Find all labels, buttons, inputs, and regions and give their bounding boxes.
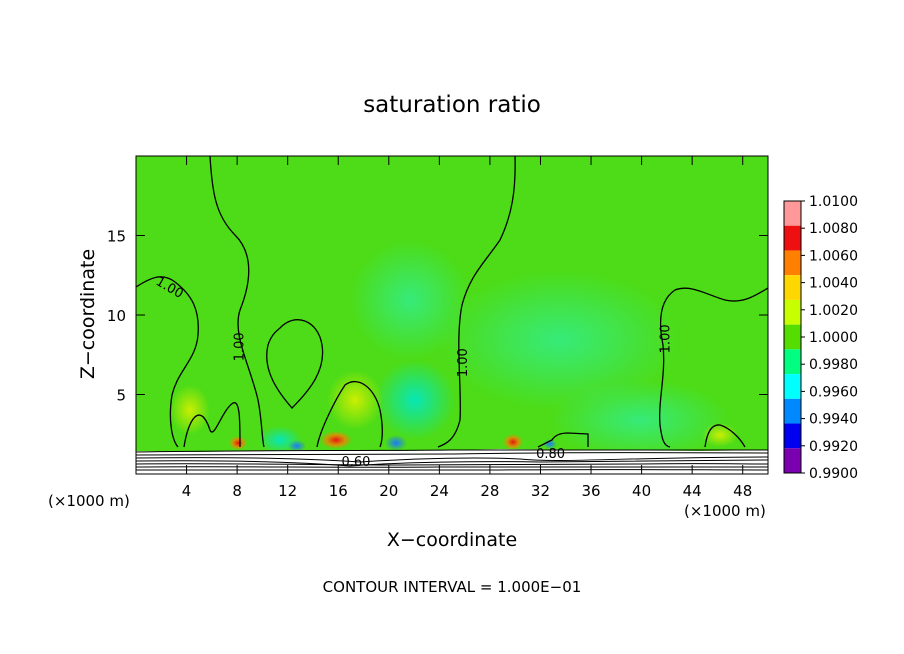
x-tick-label: 16	[329, 482, 348, 500]
plot-area: 1.001.001.001.000.600.80	[136, 156, 768, 474]
colorbar-swatch	[784, 275, 801, 300]
x-tick-label: 8	[232, 482, 242, 500]
colorbar: 1.0100 1.0080 1.0060 1.0040 1.0020 1.0000 0.99…	[783, 194, 858, 482]
colorbar-swatch	[784, 374, 801, 399]
colorbar-swatch	[784, 225, 801, 251]
colorbar-level-label: 0.9920	[809, 439, 858, 455]
contour-line-1.00	[183, 402, 241, 448]
field-shading	[170, 240, 738, 460]
colorbar-swatch	[784, 423, 801, 449]
field-yellow-patch	[170, 385, 210, 435]
field-light-patch	[440, 270, 680, 410]
x-tick-label: 12	[278, 482, 297, 500]
field-light-patch	[550, 380, 730, 460]
x-axis-label: X−coordinate	[387, 529, 517, 551]
colorbar-swatch	[784, 349, 801, 375]
colorbar-swatch	[784, 250, 801, 276]
colorbar-swatch	[784, 448, 801, 473]
surface-contour-line	[136, 463, 768, 466]
y-tick-labels: 5 10 15	[107, 228, 126, 405]
surface-contour-line	[136, 456, 768, 463]
contour-line-1.00	[537, 432, 589, 448]
contour-interval-note: CONTOUR INTERVAL = 1.000E−01	[323, 578, 582, 596]
colorbar-level-label: 1.0020	[809, 303, 858, 319]
x-tick-label: 28	[480, 482, 499, 500]
colorbar-swatch	[784, 324, 801, 350]
surface-contour-line	[136, 469, 768, 471]
surface-contour-line	[136, 449, 768, 453]
x-tick-label: 4	[182, 482, 192, 500]
contour-label: 1.00	[232, 332, 247, 361]
x-tick-label: 36	[581, 482, 600, 500]
chart-title: saturation ratio	[363, 92, 541, 118]
field-blue-patch	[385, 435, 407, 451]
contour-line-1.00	[316, 380, 383, 448]
surface-contour-line	[136, 459, 768, 467]
y-tick-label: 15	[107, 228, 126, 246]
y-tick-label: 10	[107, 307, 126, 325]
contour-line-1.00	[659, 287, 768, 448]
contour-line-1.00	[209, 156, 265, 448]
field-red-patch	[229, 436, 247, 450]
surface-contour-line	[136, 452, 768, 456]
unity-contours	[136, 156, 768, 448]
colorbar-swatch	[784, 398, 801, 424]
field-red-patch	[320, 431, 352, 449]
axis-ticks	[136, 156, 768, 474]
colorbar-level-label: 1.0080	[809, 221, 858, 237]
colorbar-level-label: 1.0000	[809, 330, 858, 346]
x-tick-label: 20	[379, 482, 398, 500]
colorbar-level-label: 1.0040	[809, 276, 858, 292]
colorbar-level-label: 0.9900	[809, 466, 858, 482]
x-tick-label: 48	[733, 482, 752, 500]
contour-line-1.00	[136, 276, 199, 448]
field-red-patch	[503, 434, 523, 450]
colorbar-level-label: 1.0100	[809, 194, 858, 210]
contour-line-1.00	[704, 424, 746, 448]
colorbar-level-label: 0.9960	[809, 384, 858, 400]
contour-line-1.00	[266, 319, 324, 409]
field-yellow-patch	[327, 370, 383, 430]
x-tick-label: 32	[531, 482, 550, 500]
field-blue-patch	[288, 440, 306, 452]
field-blue-patch	[543, 439, 557, 449]
x-tick-labels: 4 8 12 16 20 24 28 32 36 40 44 48	[182, 482, 752, 500]
surface-contour-line	[136, 466, 768, 468]
contour-line-1.00	[437, 156, 516, 448]
x-unit-label-left: (×1000 m)	[48, 492, 130, 510]
colorbar-level-label: 0.9980	[809, 357, 858, 373]
x-unit-label-right: (×1000 m)	[684, 502, 766, 520]
y-tick-label: 5	[116, 387, 126, 405]
contour-label: 0.60	[341, 455, 370, 470]
x-tick-label: 24	[430, 482, 449, 500]
x-tick-label: 44	[683, 482, 702, 500]
colorbar-swatch	[784, 299, 801, 325]
x-tick-label: 40	[632, 482, 651, 500]
field-cyan-patch	[375, 360, 455, 440]
colorbar-level-label: 1.0060	[809, 248, 858, 264]
contour-label: 1.00	[658, 324, 673, 353]
field-light-patch	[350, 240, 470, 360]
colorbar-swatch	[784, 201, 801, 226]
contour-label: 1.00	[456, 348, 471, 377]
colorbar-level-label: 0.9940	[809, 412, 858, 428]
contour-label: 0.80	[536, 447, 565, 462]
y-axis-label: Z−coordinate	[77, 249, 99, 379]
